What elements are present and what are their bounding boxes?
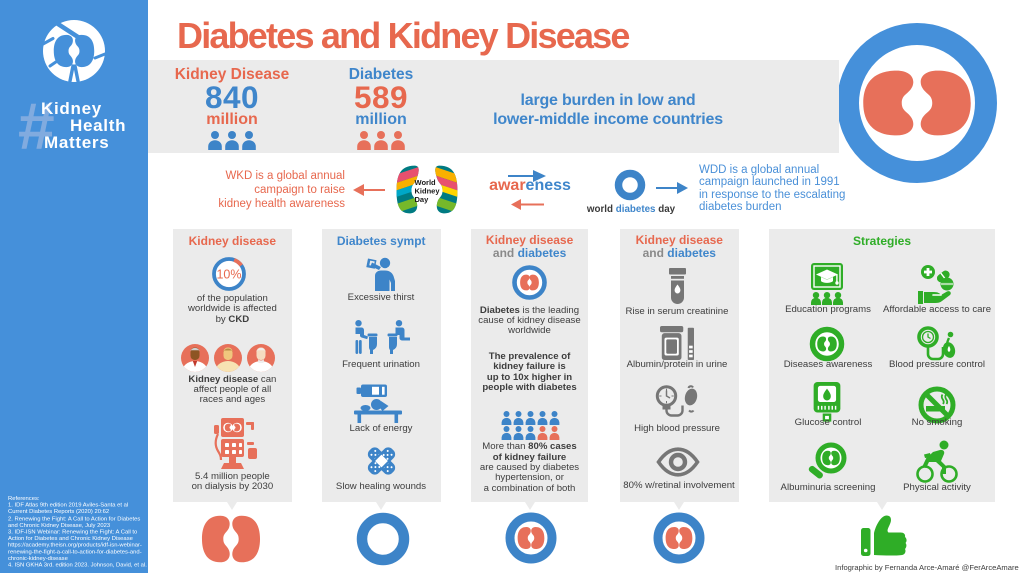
svg-text:Kidney: Kidney bbox=[415, 187, 441, 196]
svg-text:Day: Day bbox=[415, 195, 430, 204]
svg-text:10%: 10% bbox=[217, 268, 242, 282]
svg-text:World: World bbox=[415, 178, 437, 187]
